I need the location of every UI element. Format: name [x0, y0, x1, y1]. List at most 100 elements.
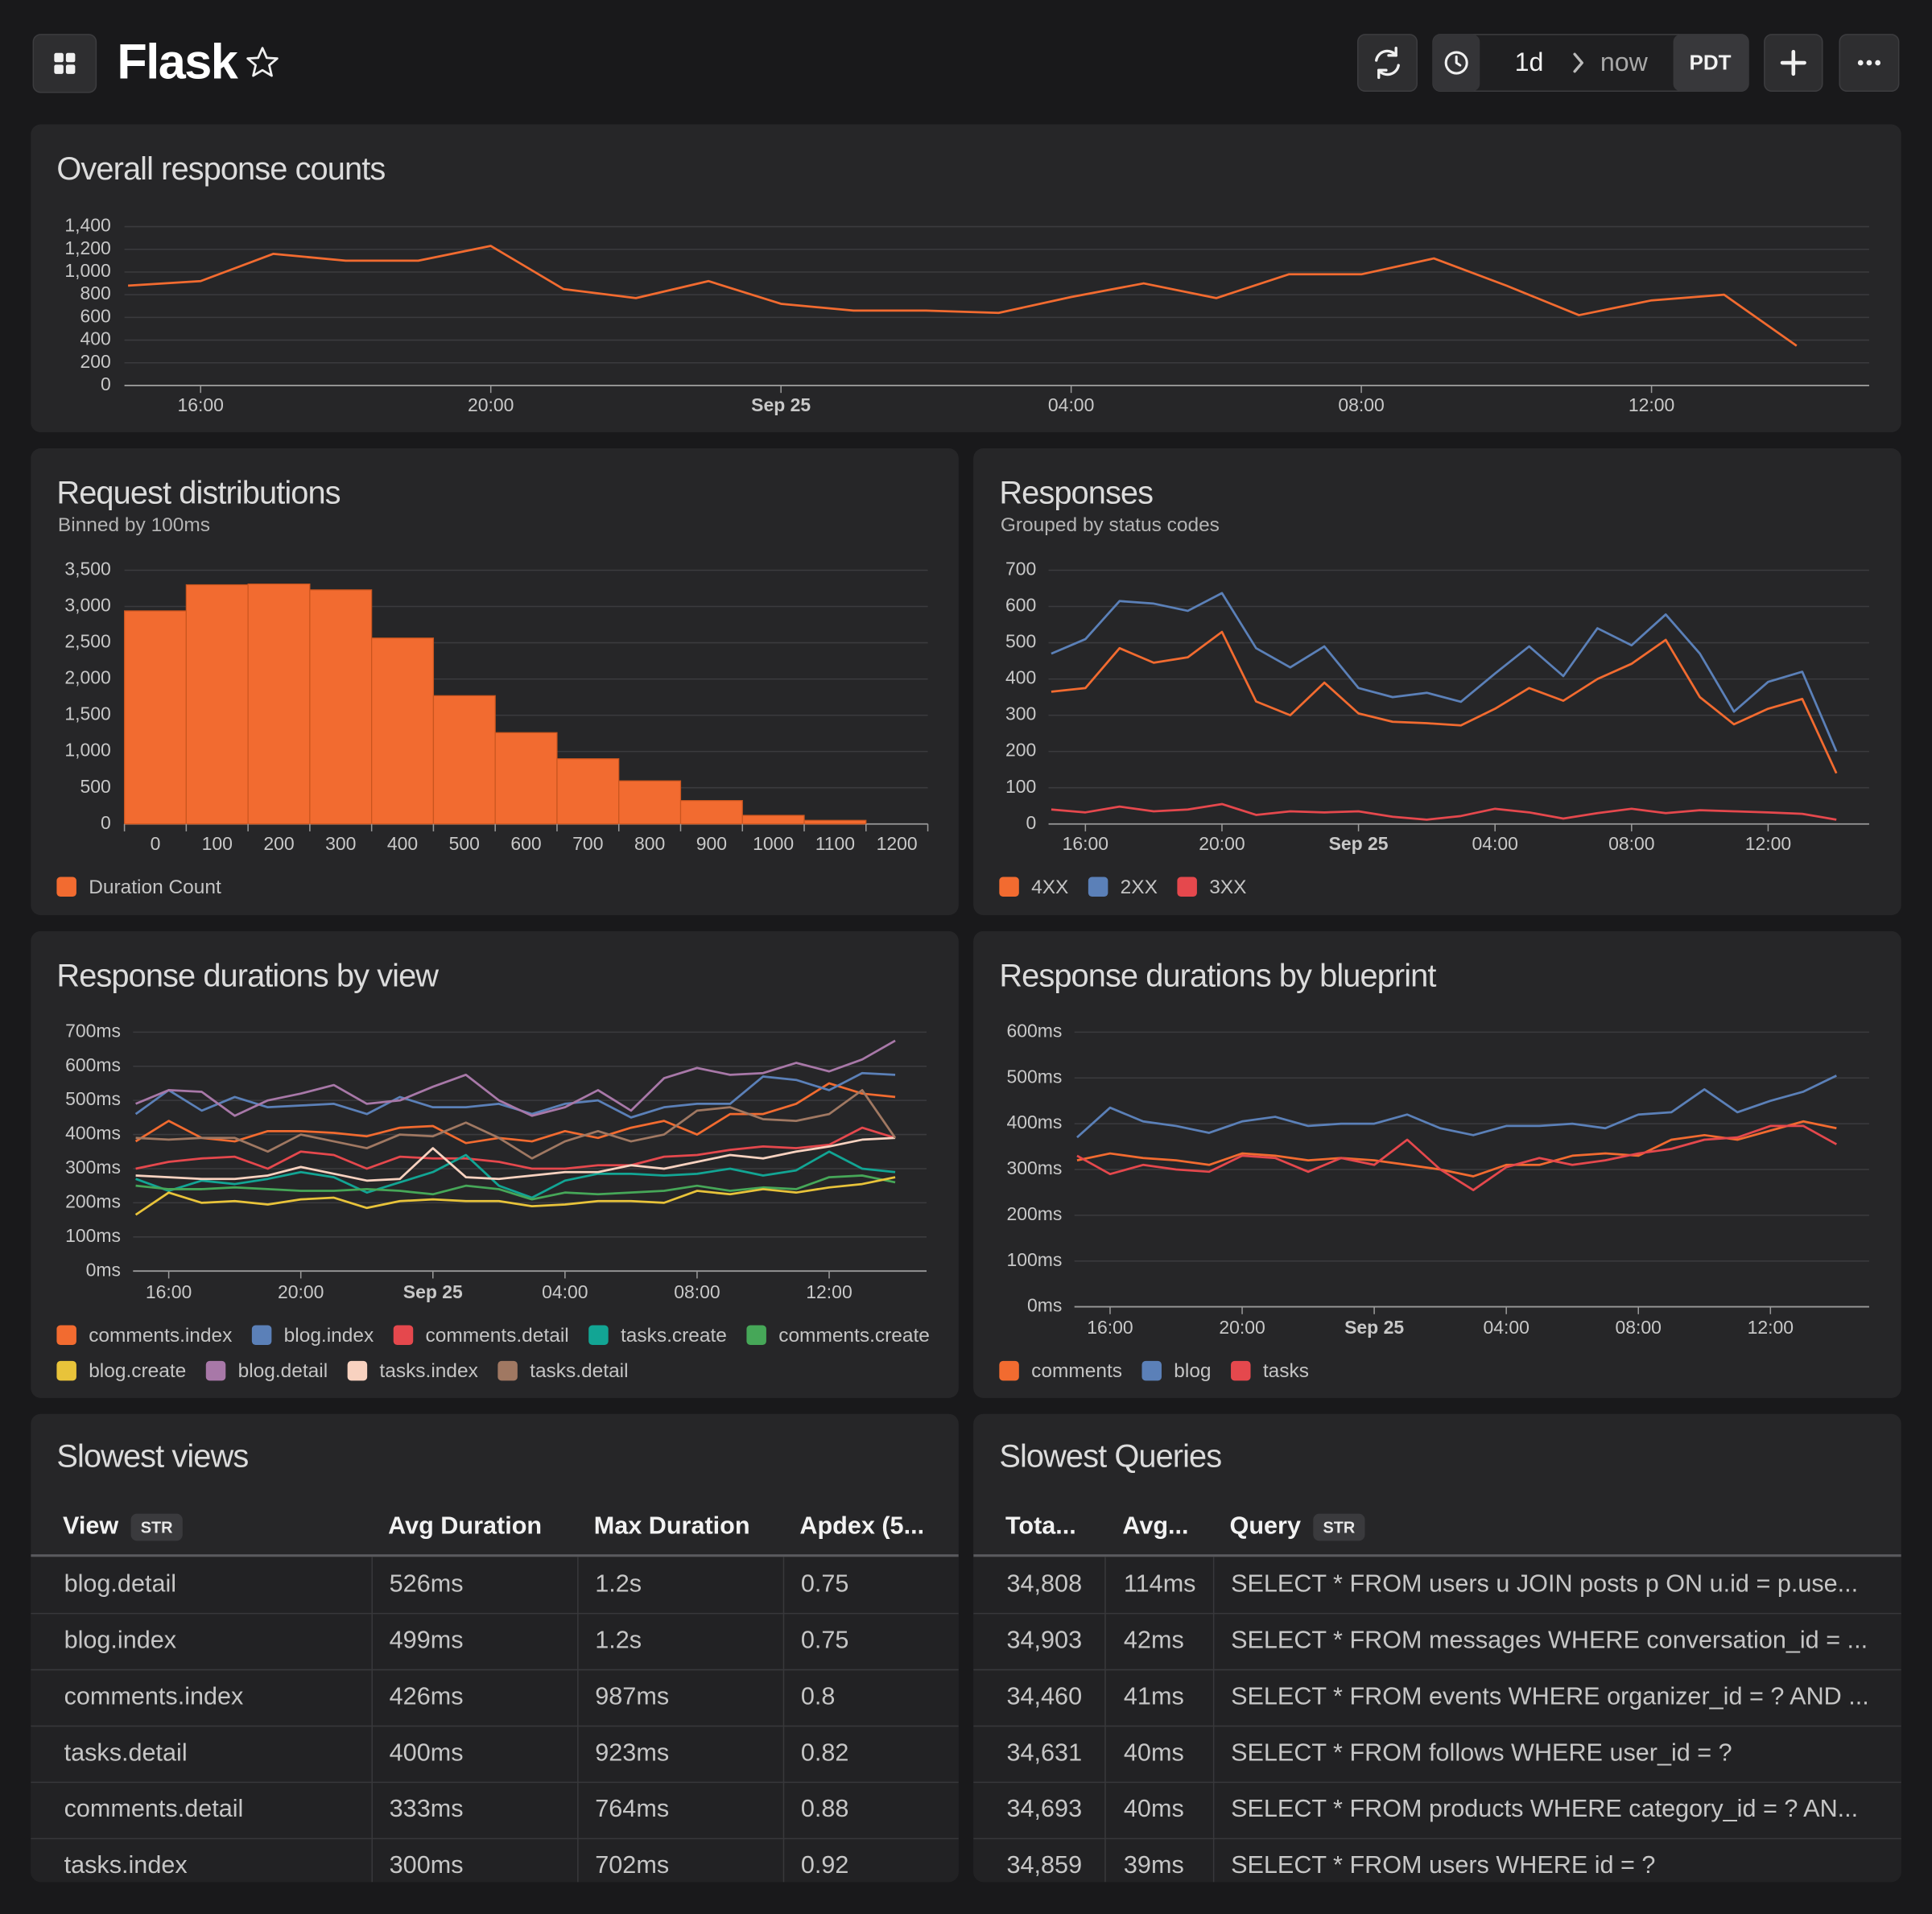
bar	[371, 637, 435, 825]
bar	[185, 584, 249, 825]
x-tick-label: 08:00	[1608, 833, 1654, 854]
panel	[31, 930, 959, 1398]
chart-title: Response durations by view	[56, 959, 439, 994]
x-tick-label: 04:00	[1483, 1317, 1529, 1338]
x-tick-label: 20:00	[1219, 1317, 1265, 1338]
panel	[973, 448, 1901, 915]
y-tick-label: 1,000	[64, 260, 110, 281]
x-tick-label: 04:00	[1472, 833, 1517, 854]
table-cell: 42ms	[1124, 1626, 1184, 1653]
panel	[973, 930, 1901, 1398]
table-cell: 1.2s	[595, 1626, 642, 1653]
table: Slowest views View STR Avg Duration Max Dura…	[31, 1438, 959, 1883]
table-cell: 34,903	[1007, 1626, 1083, 1653]
x-tick-label: 16:00	[146, 1281, 192, 1302]
type-badge	[130, 1513, 183, 1541]
x-tick-label: 20:00	[1199, 833, 1245, 854]
y-tick-label: 800	[80, 283, 110, 303]
clock-icon	[1444, 51, 1468, 75]
table-cell: 499ms	[390, 1626, 464, 1653]
legend-swatch	[1141, 1360, 1162, 1381]
y-tick-label: 600	[1005, 595, 1036, 616]
table-body-bg	[31, 1557, 959, 1883]
x-tick-label: 04:00	[1048, 394, 1094, 415]
timezone-button[interactable]	[1673, 34, 1748, 92]
y-tick-label: 3,500	[64, 559, 110, 580]
bar	[123, 610, 187, 825]
table-cell: blog.index	[64, 1626, 177, 1653]
x-tick-label: 600	[510, 833, 541, 854]
grid-icon	[54, 52, 76, 74]
column-header: Avg Duration	[388, 1512, 542, 1540]
table-cell: 41ms	[1124, 1682, 1184, 1710]
type-badge-label: STR	[1323, 1519, 1356, 1537]
y-tick-label: 0ms	[86, 1259, 121, 1280]
bar	[494, 732, 558, 825]
y-tick-label: 700ms	[65, 1020, 121, 1041]
x-tick-label: 16:00	[1063, 833, 1108, 854]
type-badge	[1313, 1513, 1365, 1541]
x-tick-label: Sep 25	[1344, 1317, 1404, 1338]
table-cell: 0.75	[801, 1626, 849, 1653]
table-body: blog.detail 526ms 1.2s 0.75 blog.index 499ms 1…	[31, 1554, 959, 1883]
x-tick-label: 1100	[815, 833, 855, 854]
panel	[31, 124, 1901, 433]
table-cell: 0.88	[801, 1795, 849, 1822]
series-line	[135, 1174, 896, 1201]
table-cell: tasks.detail	[64, 1739, 188, 1766]
chart-title: Response durations by blueprint	[999, 959, 1436, 994]
y-tick-label: 400	[1005, 667, 1036, 688]
x-tick-label: 20:00	[278, 1281, 324, 1302]
series-line	[135, 1136, 896, 1182]
range-start[interactable]: 1d	[1515, 47, 1544, 76]
y-tick-label: 500	[80, 776, 110, 797]
legend-label: tasks.index	[379, 1360, 477, 1382]
menu-button[interactable]	[32, 34, 97, 93]
favorite-star[interactable]	[246, 47, 279, 77]
y-tick-label: 500	[1005, 631, 1036, 652]
y-tick-label: 400ms	[65, 1123, 121, 1144]
bar	[618, 780, 682, 825]
bar	[309, 589, 373, 825]
y-tick-label: 400	[80, 328, 110, 349]
x-tick-label: 400	[387, 833, 418, 854]
legend-swatch	[497, 1360, 518, 1381]
x-tick-label: 12:00	[1748, 1317, 1794, 1338]
table-cell: SELECT * FROM events WHERE organizer_id …	[1231, 1682, 1869, 1710]
bar	[556, 758, 620, 825]
legend-label: comments.index	[89, 1325, 232, 1347]
x-tick-label: 12:00	[1629, 394, 1674, 415]
table-cell: 400ms	[390, 1739, 464, 1766]
y-tick-label: 100ms	[1007, 1249, 1063, 1270]
table-cell: SELECT * FROM products WHERE category_id…	[1231, 1795, 1858, 1822]
legend-swatch	[56, 1360, 76, 1381]
x-tick-label: 08:00	[674, 1281, 720, 1302]
legend-swatch	[1231, 1360, 1251, 1381]
more-icon	[1857, 60, 1881, 66]
legend-label: 3XX	[1209, 877, 1246, 898]
y-tick-label: 0ms	[1027, 1295, 1062, 1316]
legend-label: Duration Count	[89, 877, 221, 898]
y-tick-label: 300	[1005, 703, 1036, 724]
x-tick-label: Sep 25	[751, 394, 811, 415]
table-cell: 40ms	[1124, 1739, 1184, 1766]
y-tick-label: 200ms	[65, 1190, 121, 1211]
series-line	[134, 1082, 896, 1145]
chart-title: Request distributions	[56, 476, 340, 511]
table-cell: 300ms	[390, 1851, 464, 1879]
table-cell: 0.8	[801, 1682, 836, 1710]
refresh-icon	[1375, 46, 1400, 80]
table-body: 34,808 114ms SELECT * FROM users u JOIN po…	[973, 1554, 1901, 1883]
bar	[432, 695, 496, 825]
y-tick-label: 1,400	[64, 215, 110, 236]
range-end[interactable]: now	[1600, 47, 1649, 76]
series-line	[135, 1150, 896, 1199]
y-tick-label: 100	[1005, 776, 1036, 797]
table-cell: 526ms	[390, 1570, 464, 1598]
column-header: Avg...	[1122, 1512, 1188, 1540]
y-tick-label: 200	[80, 351, 110, 372]
refresh-button[interactable]	[1356, 34, 1418, 93]
y-tick-label: 1,000	[64, 740, 110, 761]
legend-label: blog	[1174, 1360, 1211, 1382]
table-cell: 987ms	[595, 1682, 669, 1710]
